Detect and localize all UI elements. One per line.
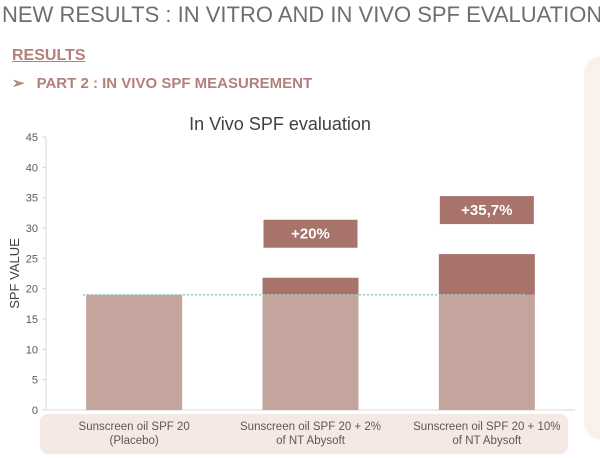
x-category-label: Sunscreen oil SPF 20 + 2% xyxy=(240,421,381,433)
slide-title: NEW RESULTS : IN VITRO AND IN VIVO SPF E… xyxy=(2,2,600,27)
bar-base xyxy=(438,294,535,410)
category-label-band xyxy=(40,414,568,454)
y-tick-label: 40 xyxy=(26,162,38,174)
y-tick-label: 30 xyxy=(26,223,38,235)
part-heading: ➢ PART 2 : IN VIVO SPF MEASUREMENT xyxy=(12,74,312,92)
y-tick-label: 45 xyxy=(26,132,38,144)
x-category-label: Sunscreen oil SPF 20 xyxy=(79,421,190,433)
x-category-label: of NT Abysoft xyxy=(276,435,346,447)
increase-label: +35,7% xyxy=(461,202,512,219)
side-panel xyxy=(584,56,600,440)
x-category-label: of NT Abysoft xyxy=(452,435,522,447)
y-tick-label: 5 xyxy=(32,375,38,387)
section-label: RESULTS xyxy=(12,47,86,64)
y-tick-label: 20 xyxy=(26,284,38,296)
part-heading-text: PART 2 : IN VIVO SPF MEASUREMENT xyxy=(36,75,313,92)
bar-base xyxy=(262,294,359,410)
chart-title: In Vivo SPF evaluation xyxy=(189,114,371,134)
y-tick-label: 25 xyxy=(26,253,38,265)
increase-label-box xyxy=(263,219,358,248)
arrow-bullet-icon: ➢ xyxy=(12,75,25,92)
bar-increase xyxy=(262,277,359,295)
y-tick-label: 35 xyxy=(26,193,38,205)
y-tick-label: 10 xyxy=(26,344,38,356)
x-category-label: (Placebo) xyxy=(110,435,159,447)
x-category-label: Sunscreen oil SPF 20 + 10% xyxy=(413,421,560,433)
y-tick-label: 15 xyxy=(26,314,38,326)
increase-label: +20% xyxy=(291,226,330,243)
spf-bar-chart: In Vivo SPF evaluation SPF VALUE 0 5 10 15 20 2… xyxy=(7,114,575,454)
bar-base xyxy=(86,294,183,410)
bar-increase xyxy=(438,254,535,295)
y-tick-label: 0 xyxy=(32,405,38,417)
increase-label-box xyxy=(439,196,534,225)
y-axis-label: SPF VALUE xyxy=(7,238,22,309)
